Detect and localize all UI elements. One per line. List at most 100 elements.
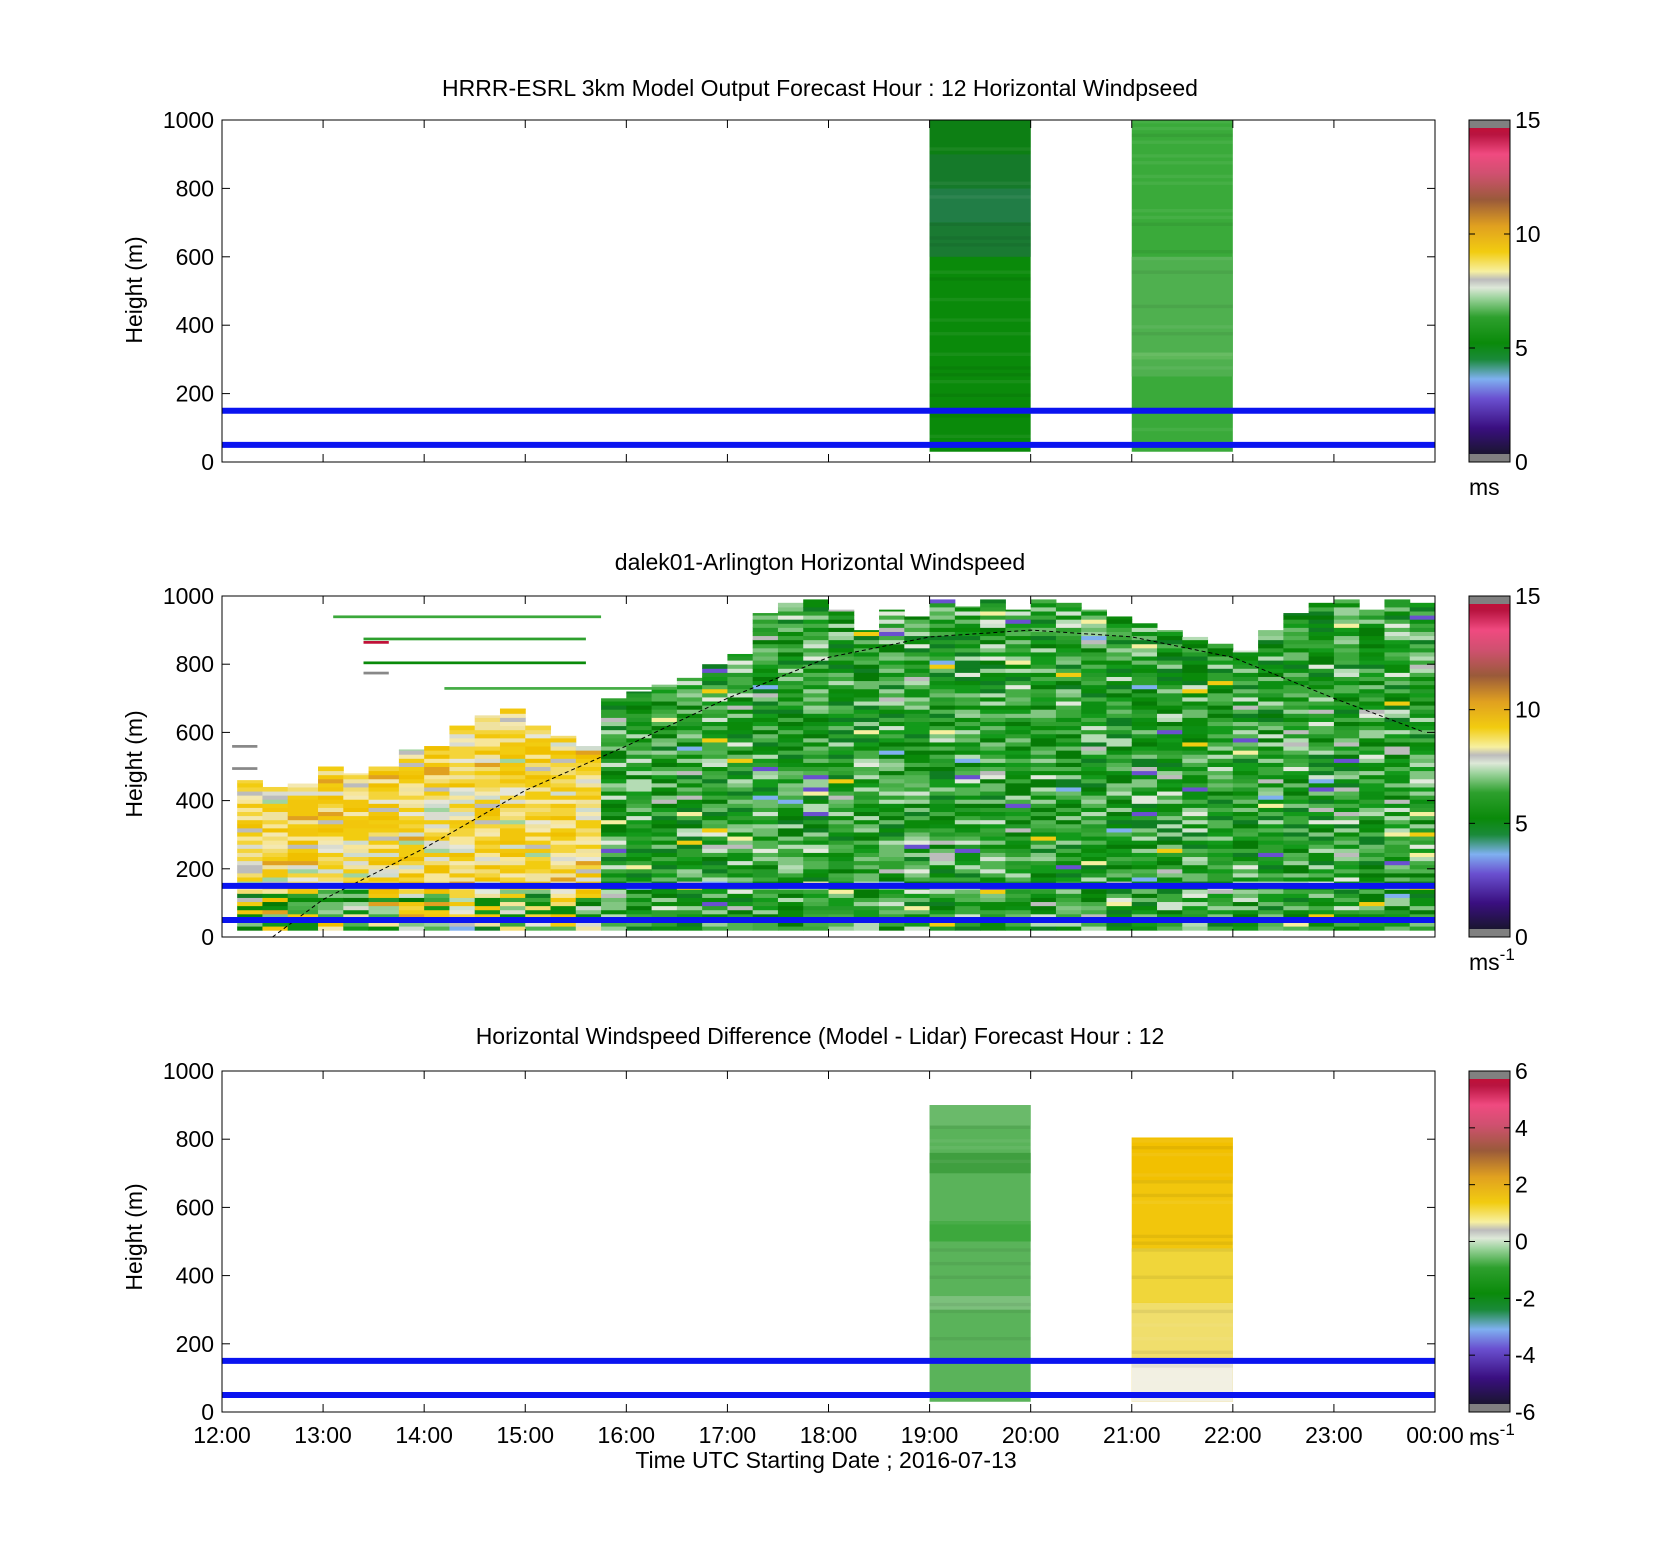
heatmap-cell xyxy=(1157,688,1183,694)
heatmap-cell xyxy=(1081,807,1107,813)
heatmap-cell xyxy=(1030,827,1057,833)
heatmap-cell xyxy=(1283,725,1310,731)
heatmap-cell xyxy=(904,762,931,767)
heatmap-cell xyxy=(980,889,1006,894)
heatmap-cell xyxy=(525,770,552,776)
heatmap-cell xyxy=(601,848,627,853)
heatmap-cell xyxy=(499,770,526,776)
heatmap-cell xyxy=(1005,619,1032,624)
heatmap-cell xyxy=(828,705,855,710)
heatmap-cell xyxy=(777,811,804,817)
heatmap-band xyxy=(1131,1234,1233,1239)
heatmap-cell xyxy=(1030,651,1057,657)
heatmap-cell xyxy=(803,791,829,796)
heatmap-cell xyxy=(525,836,552,841)
heatmap-cell xyxy=(954,684,981,690)
heatmap-cell xyxy=(980,807,1006,813)
heatmap-cell xyxy=(1005,921,1032,927)
heatmap-cell xyxy=(980,631,1006,637)
heatmap-cell xyxy=(1030,705,1057,710)
heatmap-cell xyxy=(1333,717,1360,722)
heatmap-cell xyxy=(853,782,880,788)
heatmap-cell xyxy=(318,889,344,894)
heatmap-cell xyxy=(1182,754,1209,759)
heatmap-cell xyxy=(1131,909,1158,915)
heatmap-cell xyxy=(626,737,653,743)
heatmap-cell xyxy=(1182,791,1209,796)
heatmap-cell xyxy=(1182,656,1209,661)
heatmap-cell xyxy=(318,913,344,919)
heatmap-band xyxy=(929,236,1031,240)
heatmap-cell xyxy=(1232,856,1259,862)
heatmap-band xyxy=(929,1125,1031,1129)
heatmap-cell xyxy=(954,725,981,731)
colorbar-tick-label: 5 xyxy=(1515,810,1528,836)
y-tick-label: 0 xyxy=(201,924,214,950)
heatmap-cell xyxy=(1106,836,1133,841)
heatmap-cell xyxy=(1157,897,1183,903)
heatmap-cell xyxy=(1283,701,1310,706)
heatmap-cell xyxy=(449,741,476,747)
lidar-profile xyxy=(1131,623,1158,931)
heatmap-cell xyxy=(1131,766,1158,772)
heatmap-cell xyxy=(1258,774,1284,780)
heatmap-cell xyxy=(879,872,905,878)
heatmap-cell xyxy=(1207,815,1234,821)
heatmap-cell xyxy=(980,692,1006,698)
heatmap-cell xyxy=(727,766,754,772)
heatmap-cell xyxy=(1409,844,1436,849)
heatmap-cell xyxy=(474,786,501,792)
heatmap-cell xyxy=(1409,913,1436,919)
heatmap-cell xyxy=(676,725,703,731)
heatmap-cell xyxy=(1258,647,1284,653)
heatmap-cell xyxy=(853,692,880,698)
heatmap-cell xyxy=(474,926,501,931)
heatmap-cell xyxy=(1005,819,1032,825)
heatmap-cell xyxy=(575,815,602,821)
heatmap-cell xyxy=(1106,623,1133,628)
heatmap-cell xyxy=(853,921,880,927)
heatmap-cell xyxy=(1359,676,1385,682)
heatmap-cell xyxy=(1131,901,1158,907)
heatmap-band xyxy=(1131,1139,1233,1143)
heatmap-cell xyxy=(368,864,400,870)
heatmap-cell xyxy=(626,758,653,763)
heatmap-cell xyxy=(980,803,1006,808)
heatmap-cell xyxy=(1157,692,1183,698)
heatmap-cell xyxy=(1131,639,1158,645)
heatmap-cell xyxy=(651,737,678,743)
heatmap-cell xyxy=(398,840,425,845)
heatmap-cell xyxy=(1131,631,1158,637)
heatmap-cell xyxy=(1384,840,1411,845)
heatmap-cell xyxy=(474,774,501,780)
heatmap-cell xyxy=(499,905,526,911)
heatmap-cell xyxy=(727,725,754,731)
heatmap-cell xyxy=(1232,860,1259,866)
heatmap-cell xyxy=(929,647,956,653)
heatmap-cell xyxy=(954,901,981,907)
heatmap-cell xyxy=(525,791,552,796)
heatmap-cell xyxy=(777,840,804,845)
heatmap-cell xyxy=(954,786,981,792)
heatmap-cell xyxy=(727,815,754,821)
heatmap-cell xyxy=(1005,876,1032,882)
lidar-profile xyxy=(601,698,627,931)
heatmap-cell xyxy=(550,762,577,767)
heatmap-cell xyxy=(499,725,526,731)
heatmap-cell xyxy=(499,844,526,849)
heatmap-cell xyxy=(1030,782,1057,788)
heatmap-cell xyxy=(803,725,829,731)
heatmap-cell xyxy=(1055,889,1082,894)
heatmap-cell xyxy=(499,754,526,759)
heatmap-cell xyxy=(752,750,779,755)
heatmap-cell xyxy=(1283,913,1310,919)
heatmap-cell xyxy=(575,795,602,800)
heatmap-cell xyxy=(1106,713,1133,718)
heatmap-cell xyxy=(929,705,956,710)
heatmap-cell xyxy=(651,754,678,759)
heatmap-cell xyxy=(474,905,501,911)
heatmap-cell xyxy=(1258,819,1284,825)
heatmap-cell xyxy=(828,921,855,927)
heatmap-cell xyxy=(1232,848,1259,853)
heatmap-cell xyxy=(651,750,678,755)
